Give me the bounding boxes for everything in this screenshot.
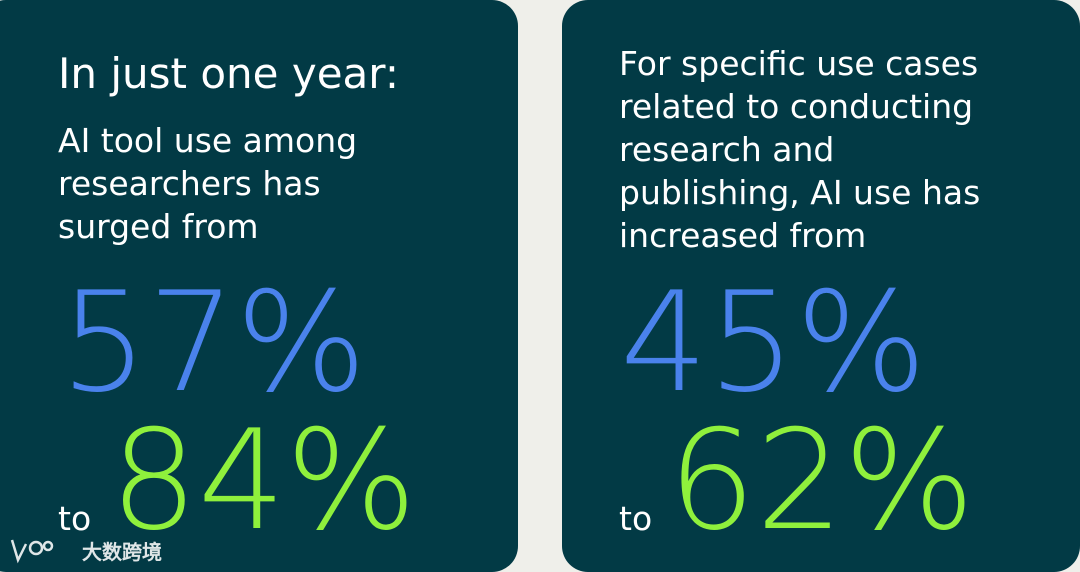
body-line: publishing, AI use has: [619, 173, 980, 212]
body-line: researchers has: [58, 164, 321, 203]
body-line: surged from: [58, 207, 259, 246]
card: [0, 0, 518, 572]
watermark-logo: [10, 539, 54, 564]
to-word: to: [619, 499, 652, 538]
watermark-text: 大数跨境: [82, 540, 162, 564]
to-word: to: [58, 499, 91, 538]
to-value: 84%: [110, 400, 417, 561]
body-line: AI tool use among: [58, 121, 357, 160]
body-line: increased from: [619, 216, 866, 255]
body-line: research and: [619, 130, 834, 169]
body-line: related to conducting: [619, 87, 973, 126]
from-value: 45%: [620, 262, 927, 423]
card: [562, 0, 1080, 572]
body-line: For specific use cases: [619, 44, 978, 83]
to-value: 62%: [668, 400, 975, 561]
from-value: 57%: [60, 262, 367, 423]
card-heading: In just one year:: [58, 49, 399, 98]
